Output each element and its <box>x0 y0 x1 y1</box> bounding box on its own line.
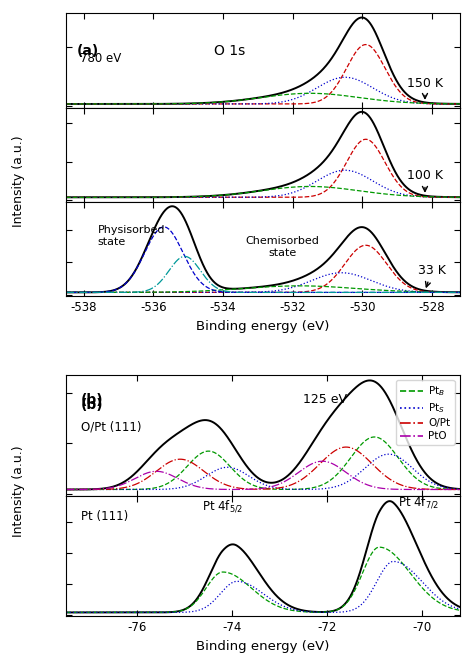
Text: 100 K: 100 K <box>407 169 443 191</box>
Text: Intensity (a.u.): Intensity (a.u.) <box>12 135 25 227</box>
Text: Physisorbed
state: Physisorbed state <box>98 225 165 246</box>
Text: Pt 4f$_{7/2}$: Pt 4f$_{7/2}$ <box>398 494 439 510</box>
Text: 150 K: 150 K <box>407 76 443 98</box>
Text: 33 K: 33 K <box>418 264 446 287</box>
Text: Pt (111): Pt (111) <box>81 511 128 523</box>
X-axis label: Binding energy (eV): Binding energy (eV) <box>196 640 330 652</box>
Text: 780 eV: 780 eV <box>80 51 121 65</box>
X-axis label: Binding energy (eV): Binding energy (eV) <box>196 320 330 333</box>
Legend: Pt$_B$, Pt$_S$, O/Pt, PtO: Pt$_B$, Pt$_S$, O/Pt, PtO <box>396 380 455 445</box>
Text: Intensity (a.u.): Intensity (a.u.) <box>12 445 25 537</box>
Text: (b): (b) <box>81 397 103 412</box>
Text: (b): (b) <box>81 393 103 407</box>
Text: O/Pt (111): O/Pt (111) <box>81 421 141 434</box>
Text: 125 eV: 125 eV <box>303 393 347 405</box>
Text: Pt 4f$_{5/2}$: Pt 4f$_{5/2}$ <box>202 498 244 513</box>
Text: Chemisorbed
state: Chemisorbed state <box>245 236 319 258</box>
Text: (a): (a) <box>77 44 99 58</box>
Text: O 1s: O 1s <box>214 44 246 58</box>
